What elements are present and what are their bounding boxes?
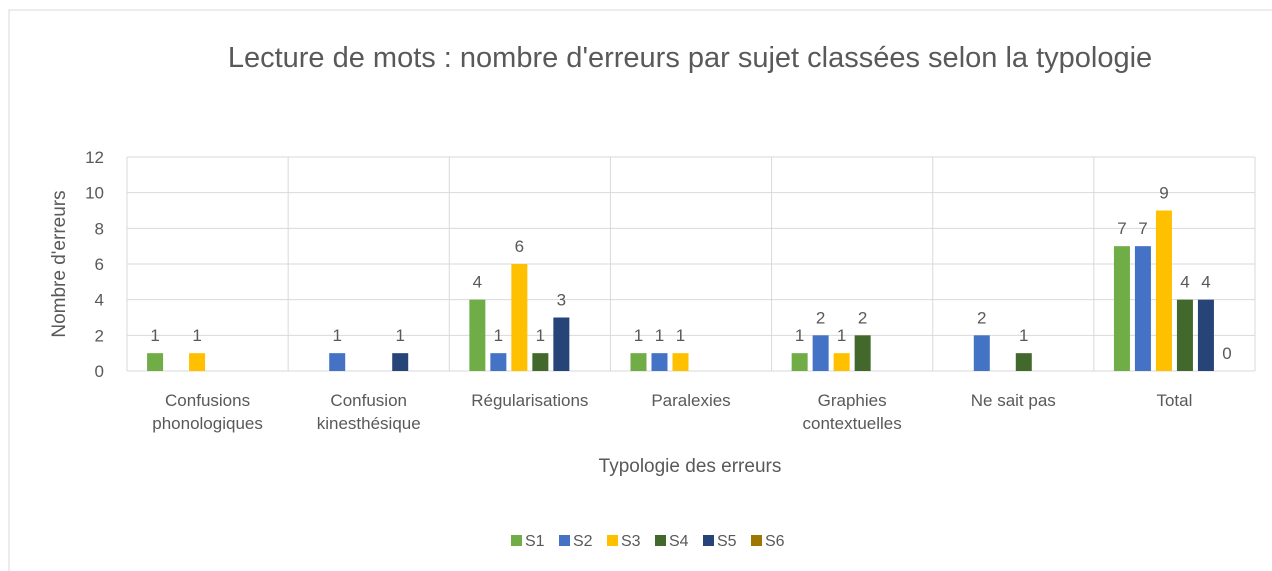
bar [490, 353, 507, 371]
data-label: 7 [1138, 219, 1147, 238]
legend-swatch [703, 535, 714, 546]
x-tick-label: Confusion kinesthésique [316, 391, 421, 433]
data-label: 2 [977, 308, 986, 327]
data-label: 1 [1019, 326, 1028, 345]
bar [1113, 246, 1130, 371]
bar [1134, 246, 1151, 371]
bar [469, 299, 486, 371]
bar [651, 353, 668, 371]
legend-label: S2 [573, 533, 593, 550]
data-label: 1 [676, 326, 685, 345]
legend-label: S6 [765, 533, 785, 550]
legend-swatch [607, 535, 618, 546]
bar [1015, 353, 1032, 371]
bar [973, 335, 990, 371]
data-label: 1 [332, 326, 341, 345]
data-label: 1 [536, 326, 545, 345]
x-axis-title: Typologie des erreurs [598, 456, 782, 477]
x-tick-label: Confusions phonologiques [152, 391, 263, 433]
bar [854, 335, 871, 371]
data-label: 1 [634, 326, 643, 345]
bar [189, 353, 206, 371]
legend-label: S4 [669, 533, 689, 550]
y-tick-label: 8 [95, 219, 104, 238]
data-label: 1 [655, 326, 664, 345]
data-label: 0 [1222, 344, 1231, 363]
bar [532, 353, 549, 371]
bar [147, 353, 164, 371]
data-label: 4 [473, 273, 482, 292]
x-tick-label: Régularisations [471, 391, 589, 410]
data-label: 1 [795, 326, 804, 345]
y-tick-label: 4 [95, 291, 104, 310]
x-tick-label: Ne sait pas [970, 391, 1056, 410]
legend-swatch [751, 535, 762, 546]
y-axis-title: Nombre d'erreurs [49, 190, 70, 338]
y-tick-label: 0 [95, 362, 104, 381]
data-label: 1 [837, 326, 846, 345]
bar [672, 353, 689, 371]
data-label: 3 [557, 291, 566, 310]
bar [1155, 210, 1172, 371]
y-tick-label: 10 [85, 184, 104, 203]
y-tick-label: 2 [95, 326, 104, 345]
data-label: 1 [494, 326, 503, 345]
chart-title: Lecture de mots : nombre d'erreurs par s… [227, 42, 1153, 74]
bar [392, 353, 409, 371]
data-label: 2 [816, 308, 825, 327]
data-label: 4 [1180, 273, 1189, 292]
x-tick-label: Total [1156, 391, 1193, 410]
bar [1197, 299, 1214, 371]
data-label: 1 [395, 326, 404, 345]
bar [791, 353, 808, 371]
bar [812, 335, 829, 371]
y-tick-label: 12 [85, 148, 104, 167]
x-tick-label: Paralexies [651, 391, 731, 410]
data-label: 6 [515, 237, 524, 256]
legend-label: S1 [525, 533, 545, 550]
bar [329, 353, 346, 371]
data-label: 4 [1201, 273, 1210, 292]
legend-swatch [655, 535, 666, 546]
data-label: 1 [192, 326, 201, 345]
bar [833, 353, 850, 371]
data-label: 1 [150, 326, 159, 345]
legend-label: S3 [621, 533, 641, 550]
data-label: 7 [1117, 219, 1126, 238]
x-tick-label: Graphies contextuelles [802, 391, 902, 433]
data-label: 9 [1159, 184, 1168, 203]
bar [511, 264, 528, 371]
bar [553, 317, 570, 371]
data-label: 2 [858, 308, 867, 327]
bar [630, 353, 647, 371]
y-tick-label: 6 [95, 255, 104, 274]
bar [1176, 299, 1193, 371]
legend-swatch [511, 535, 522, 546]
legend-swatch [559, 535, 570, 546]
legend-label: S5 [717, 533, 737, 550]
chart-border [8, 9, 1272, 571]
